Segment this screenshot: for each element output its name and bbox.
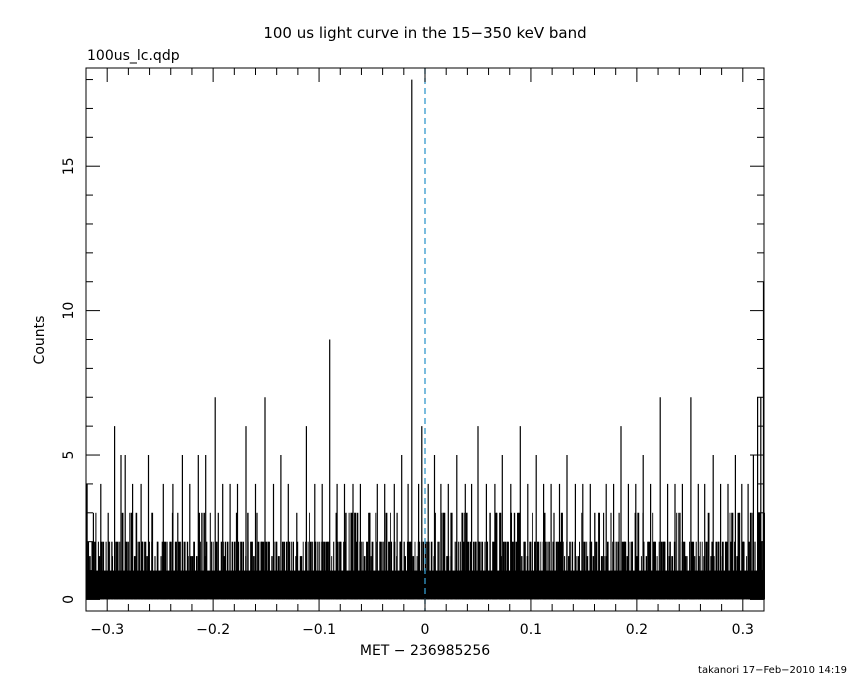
x-tick-label: 0 <box>421 622 430 638</box>
x-tick-label: −0.2 <box>196 622 230 638</box>
ticks-layer: −0.3 −0.2 −0.1 0 0.1 0.2 0.3 0 5 10 15 <box>61 68 765 638</box>
x-tick-label: −0.1 <box>302 622 336 638</box>
x-tick-label: 0.2 <box>626 622 648 638</box>
chart-title: 100 us light curve in the 15−350 keV ban… <box>263 24 586 42</box>
y-tick-label: 15 <box>61 157 77 175</box>
x-tick-label: −0.3 <box>90 622 124 638</box>
chart-subtitle: 100us_lc.qdp <box>87 48 180 64</box>
footer-credit: takanori 17−Feb−2010 14:19 <box>698 665 847 676</box>
x-tick-label: 0.3 <box>732 622 754 638</box>
x-tick-label: 0.1 <box>520 622 542 638</box>
y-axis-label: Counts <box>32 316 48 365</box>
x-axis-label: MET − 236985256 <box>360 643 490 659</box>
y-tick-label: 0 <box>61 595 77 604</box>
y-tick-label: 5 <box>61 451 77 460</box>
y-tick-label: 10 <box>61 302 77 320</box>
